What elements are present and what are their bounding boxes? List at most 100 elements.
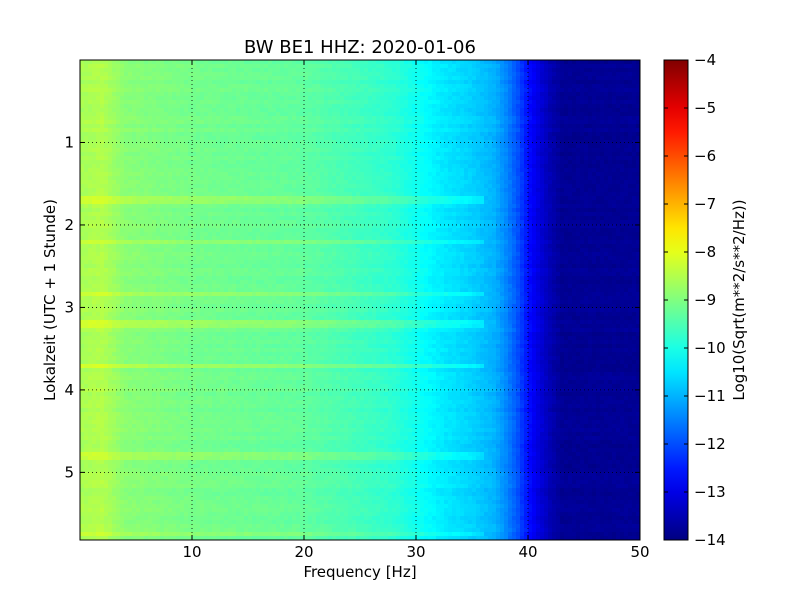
heatmap-cell — [524, 100, 529, 105]
heatmap-cell — [452, 88, 457, 93]
heatmap-cell — [404, 188, 409, 193]
heatmap-cell — [440, 88, 445, 93]
heatmap-cell — [384, 76, 389, 81]
heatmap-cell — [432, 124, 437, 129]
heatmap-cell — [100, 144, 105, 149]
heatmap-cell — [580, 60, 585, 65]
heatmap-cell — [148, 140, 153, 145]
heatmap-cell — [332, 92, 337, 97]
heatmap-cell — [464, 104, 469, 109]
heatmap-cell — [396, 148, 401, 153]
heatmap-cell — [500, 64, 505, 69]
heatmap-cell — [524, 132, 529, 137]
heatmap-cell — [468, 140, 473, 145]
heatmap-cell — [552, 152, 557, 157]
heatmap-cell — [460, 196, 465, 201]
heatmap-cell — [492, 144, 497, 149]
heatmap-cell — [112, 180, 117, 185]
heatmap-cell — [356, 108, 361, 113]
heatmap-cell — [308, 104, 313, 109]
heatmap-cell — [528, 160, 533, 165]
heatmap-cell — [260, 92, 265, 97]
heatmap-cell — [636, 172, 640, 177]
heatmap-cell — [612, 188, 617, 193]
heatmap-cell — [428, 196, 433, 201]
heatmap-cell — [324, 116, 329, 121]
heatmap-cell — [344, 92, 349, 97]
heatmap-cell — [600, 76, 605, 81]
heatmap-cell — [252, 128, 257, 133]
heatmap-cell — [380, 80, 385, 85]
heatmap-cell — [400, 68, 405, 73]
heatmap-cell — [356, 96, 361, 101]
heatmap-cell — [308, 108, 313, 113]
heatmap-cell — [636, 96, 640, 101]
heatmap-cell — [608, 196, 613, 201]
heatmap-cell — [604, 184, 609, 189]
heatmap-cell — [224, 96, 229, 101]
heatmap-cell — [428, 108, 433, 113]
heatmap-cell — [588, 128, 593, 133]
heatmap-cell — [628, 124, 633, 129]
heatmap-cell — [408, 76, 413, 81]
heatmap-cell — [520, 120, 525, 125]
heatmap-cell — [492, 152, 497, 157]
heatmap-cell — [620, 164, 625, 169]
heatmap-cell — [240, 196, 245, 201]
heatmap-cell — [628, 100, 633, 105]
heatmap-cell — [136, 72, 141, 77]
heatmap-cell — [440, 152, 445, 157]
heatmap-cell — [384, 104, 389, 109]
heatmap-cell — [112, 72, 117, 77]
heatmap-cell — [320, 136, 325, 141]
heatmap-cell — [212, 176, 217, 181]
heatmap-cell — [608, 180, 613, 185]
heatmap-cell — [628, 164, 633, 169]
heatmap-cell — [236, 112, 241, 117]
heatmap-cell — [264, 108, 269, 113]
heatmap-cell — [524, 96, 529, 101]
heatmap-cell — [288, 124, 293, 129]
heatmap-cell — [152, 96, 157, 101]
heatmap-cell — [228, 124, 233, 129]
heatmap-cell — [252, 148, 257, 153]
heatmap-cell — [216, 124, 221, 129]
heatmap-cell — [240, 128, 245, 133]
heatmap-cell — [444, 140, 449, 145]
heatmap-cell — [316, 144, 321, 149]
heatmap-cell — [320, 188, 325, 193]
heatmap-cell — [568, 100, 573, 105]
heatmap-cell — [436, 188, 441, 193]
heatmap-cell — [408, 168, 413, 173]
heatmap-cell — [476, 104, 481, 109]
heatmap-cell — [248, 180, 253, 185]
heatmap-cell — [448, 156, 453, 161]
heatmap-cell — [208, 72, 213, 77]
heatmap-cell — [208, 68, 213, 73]
heatmap-cell — [304, 116, 309, 121]
heatmap-cell — [440, 116, 445, 121]
heatmap-cell — [92, 124, 97, 129]
heatmap-cell — [508, 140, 513, 145]
heatmap-cell — [248, 68, 253, 73]
heatmap-cell — [100, 156, 105, 161]
heatmap-cell — [276, 152, 281, 157]
heatmap-cell — [420, 68, 425, 73]
heatmap-cell — [304, 100, 309, 105]
heatmap-cell — [244, 120, 249, 125]
heatmap-cell — [444, 60, 449, 65]
heatmap-cell — [236, 176, 241, 181]
heatmap-cell — [252, 60, 257, 65]
heatmap-cell — [476, 76, 481, 81]
heatmap-cell — [436, 168, 441, 173]
heatmap-cell — [220, 68, 225, 73]
heatmap-cell — [168, 164, 173, 169]
heatmap-cell — [192, 116, 197, 121]
heatmap-cell — [148, 164, 153, 169]
heatmap-cell — [352, 100, 357, 105]
heatmap-cell — [396, 156, 401, 161]
heatmap-cell — [284, 100, 289, 105]
heatmap-cell — [136, 132, 141, 137]
heatmap-cell — [492, 196, 497, 201]
heatmap-cell — [360, 176, 365, 181]
